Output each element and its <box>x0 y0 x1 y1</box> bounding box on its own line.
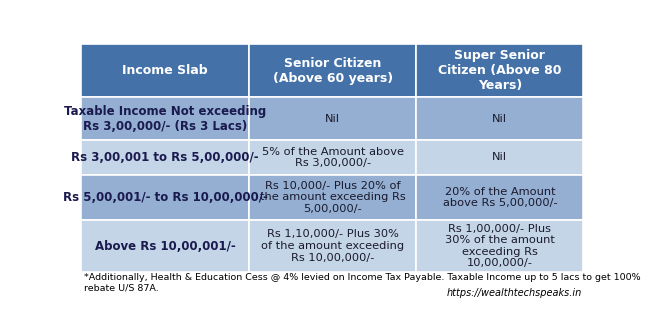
Text: Nil: Nil <box>492 153 507 162</box>
Text: Senior Citizen
(Above 60 years): Senior Citizen (Above 60 years) <box>273 57 393 85</box>
Text: 5% of the Amount above
Rs 3,00,000/-: 5% of the Amount above Rs 3,00,000/- <box>262 146 404 168</box>
Text: Nil: Nil <box>492 114 507 124</box>
Text: *Additionally, Health & Education Cess @ 4% levied on Income Tax Payable. Taxabl: *Additionally, Health & Education Cess @… <box>84 273 640 293</box>
Text: Taxable Income Not exceeding
Rs 3,00,000/- (Rs 3 Lacs): Taxable Income Not exceeding Rs 3,00,000… <box>64 104 266 133</box>
Text: Income Slab: Income Slab <box>122 64 208 77</box>
Text: Rs 1,00,000/- Plus
30% of the amount
exceeding Rs
10,00,000/-: Rs 1,00,000/- Plus 30% of the amount exc… <box>445 223 555 268</box>
Bar <box>249 97 417 140</box>
Text: 20% of the Amount
above Rs 5,00,000/-: 20% of the Amount above Rs 5,00,000/- <box>443 187 557 208</box>
Text: Nil: Nil <box>325 114 340 124</box>
Bar <box>81 44 249 97</box>
Bar <box>249 44 417 97</box>
Text: Above Rs 10,00,001/-: Above Rs 10,00,001/- <box>95 240 235 252</box>
Bar <box>417 44 583 97</box>
Bar <box>417 175 583 220</box>
Text: Rs 5,00,001/- to Rs 10,00,000/-: Rs 5,00,001/- to Rs 10,00,000/- <box>63 191 268 204</box>
Bar <box>417 220 583 272</box>
Bar <box>249 175 417 220</box>
Bar <box>249 220 417 272</box>
Bar <box>81 220 249 272</box>
Bar <box>417 140 583 175</box>
Text: Rs 10,000/- Plus 20% of
the amount exceeding Rs
5,00,000/-: Rs 10,000/- Plus 20% of the amount excee… <box>260 181 406 214</box>
Text: Rs 3,00,001 to Rs 5,00,000/-: Rs 3,00,001 to Rs 5,00,000/- <box>71 151 259 164</box>
Bar <box>81 140 249 175</box>
Text: https://wealthtechspeaks.in: https://wealthtechspeaks.in <box>447 288 582 298</box>
Bar <box>81 97 249 140</box>
Bar <box>417 97 583 140</box>
Text: Super Senior
Citizen (Above 80
Years): Super Senior Citizen (Above 80 Years) <box>438 49 562 92</box>
Text: Rs 1,10,000/- Plus 30%
of the amount exceeding
Rs 10,00,000/-: Rs 1,10,000/- Plus 30% of the amount exc… <box>261 229 404 263</box>
Bar <box>249 140 417 175</box>
Bar <box>81 175 249 220</box>
